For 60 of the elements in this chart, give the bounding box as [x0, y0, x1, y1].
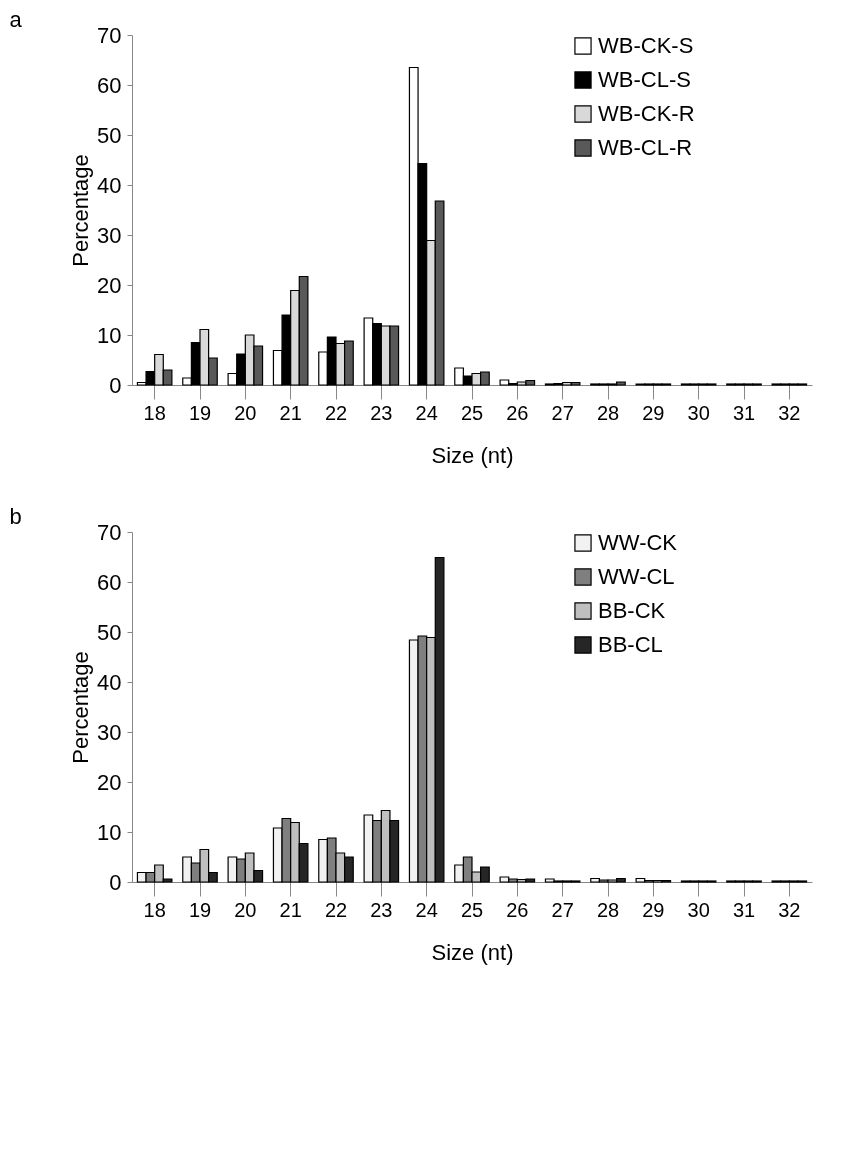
legend-label: WW-CK — [598, 530, 678, 555]
x-tick-label: 19 — [188, 401, 212, 424]
y-axis-title: Percentage — [68, 651, 94, 764]
y-tick-label: 10 — [97, 322, 122, 348]
x-tick-label: 18 — [143, 898, 166, 921]
x-tick-label: 29 — [642, 898, 665, 921]
x-tick-label: 29 — [642, 401, 665, 424]
y-tick-label: 30 — [97, 222, 122, 248]
x-axis-title: Size (nt) — [431, 939, 514, 965]
y-tick-label: 20 — [97, 769, 122, 795]
y-tick-label: 50 — [97, 619, 122, 645]
x-tick-label: 24 — [415, 898, 438, 921]
y-tick-label: 0 — [109, 869, 122, 895]
x-tick-label: 23 — [370, 898, 393, 921]
x-tick-label: 28 — [596, 898, 620, 921]
x-tick-label: 19 — [188, 898, 212, 921]
chart-title: a — [9, 7, 23, 32]
y-tick-label: 40 — [97, 172, 122, 198]
x-tick-label: 30 — [687, 898, 710, 921]
x-tick-label: 21 — [279, 401, 302, 424]
x-tick-label: 23 — [370, 401, 393, 424]
y-tick-label: 70 — [97, 519, 122, 545]
x-tick-label: 32 — [778, 898, 801, 921]
x-tick-label: 26 — [506, 401, 529, 424]
x-tick-label: 25 — [460, 898, 484, 921]
y-tick-label: 10 — [97, 819, 122, 845]
x-tick-label: 28 — [596, 401, 620, 424]
x-tick-label: 27 — [551, 401, 574, 424]
legend-label: BB-CK — [598, 598, 666, 623]
legend-label: WB-CL-S — [598, 67, 691, 92]
x-tick-label: 22 — [324, 401, 348, 424]
x-tick-label: 21 — [279, 898, 302, 921]
x-tick-label: 24 — [415, 401, 438, 424]
y-tick-label: 70 — [97, 22, 122, 48]
x-tick-label: 26 — [506, 898, 529, 921]
y-tick-label: 30 — [97, 719, 122, 745]
y-tick-label: 60 — [97, 569, 122, 595]
x-tick-label: 20 — [234, 898, 257, 921]
legend-label: WB-CK-R — [598, 101, 695, 126]
y-tick-label: 20 — [97, 272, 122, 298]
legend-label: BB-CL — [598, 632, 663, 657]
x-tick-label: 20 — [234, 401, 257, 424]
x-tick-label: 25 — [460, 401, 484, 424]
y-tick-label: 0 — [109, 372, 122, 398]
x-tick-label: 18 — [143, 401, 166, 424]
legend-label: WB-CK-S — [598, 33, 694, 58]
x-tick-label: 22 — [324, 898, 348, 921]
y-tick-label: 50 — [97, 122, 122, 148]
x-axis-title: Size (nt) — [431, 442, 514, 468]
x-tick-label: 31 — [732, 898, 756, 921]
x-tick-label: 31 — [732, 401, 756, 424]
y-tick-label: 60 — [97, 72, 122, 98]
x-tick-label: 32 — [778, 401, 801, 424]
y-axis-title: Percentage — [68, 154, 94, 267]
y-tick-label: 40 — [97, 669, 122, 695]
x-tick-label: 27 — [551, 898, 574, 921]
legend-label: WB-CL-R — [598, 135, 693, 160]
x-tick-label: 30 — [687, 401, 710, 424]
chart-title: b — [9, 504, 22, 529]
legend-label: WW-CL — [598, 564, 675, 589]
